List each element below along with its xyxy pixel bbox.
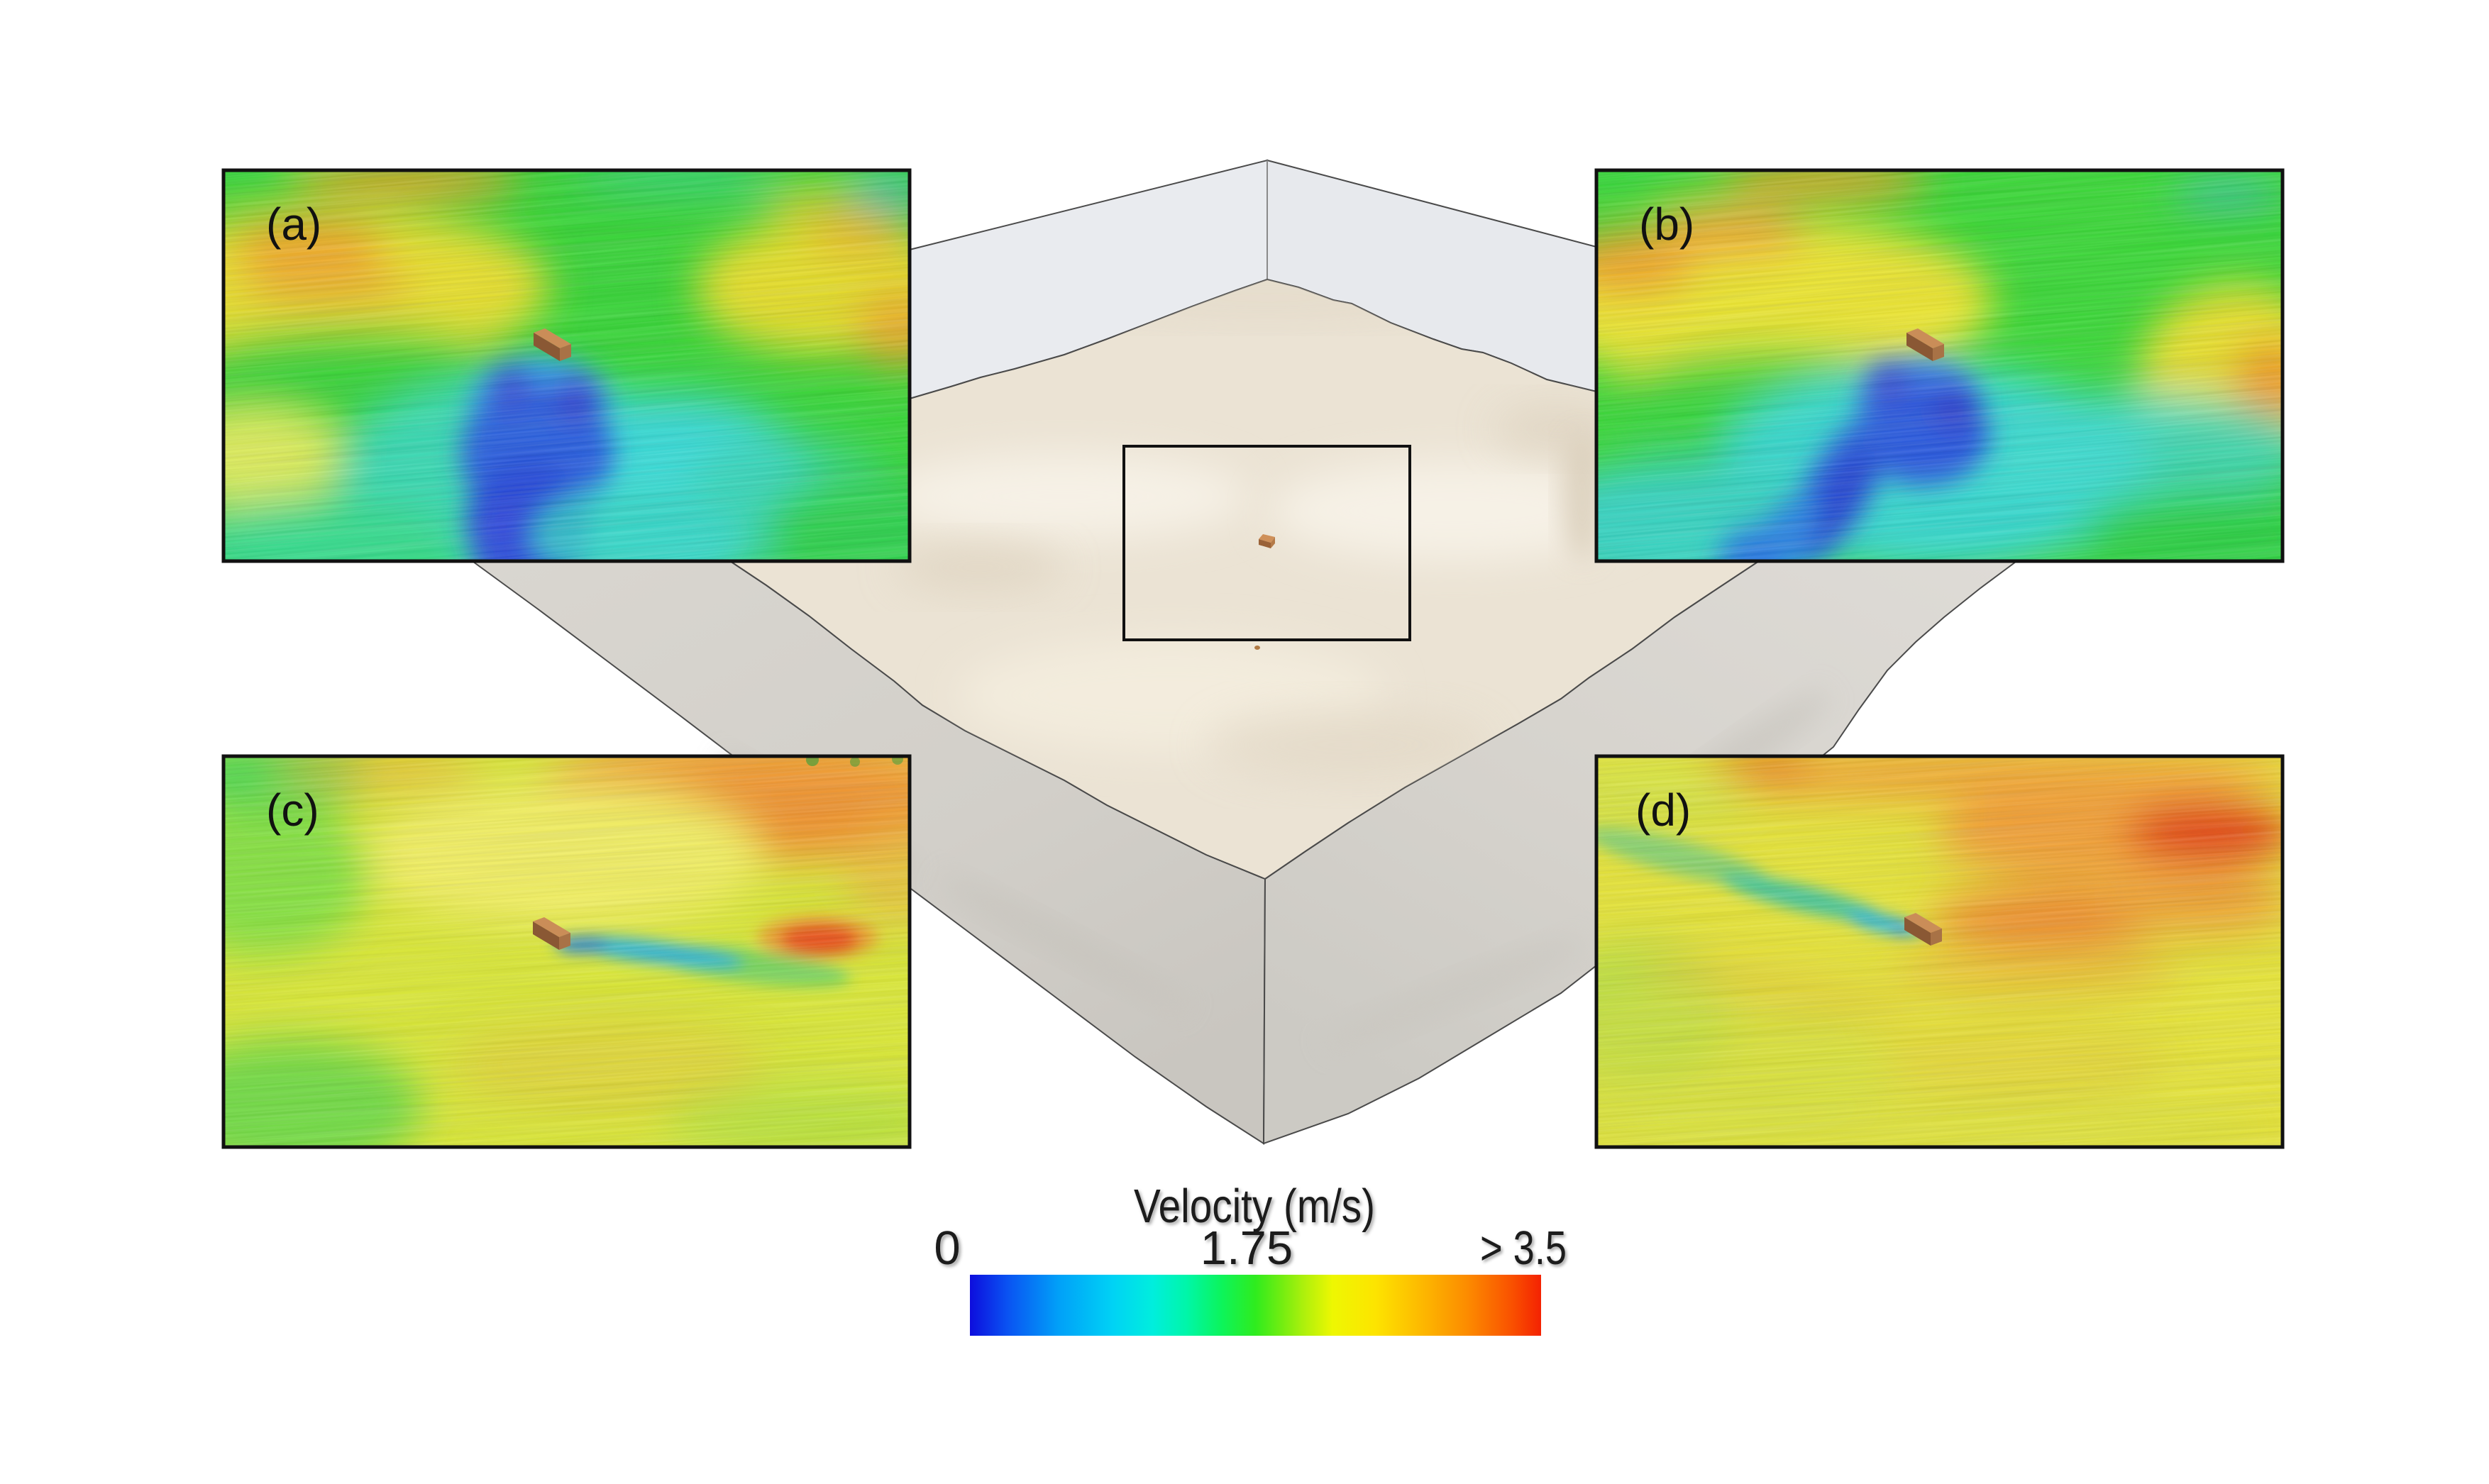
svg-text:(a): (a): [266, 199, 321, 250]
svg-text:(c): (c): [266, 785, 319, 836]
svg-text:(d): (d): [1635, 785, 1691, 836]
svg-text:(b): (b): [1639, 199, 1694, 250]
svg-text:Velocity (m/s): Velocity (m/s): [1134, 1180, 1375, 1233]
svg-text:0: 0: [934, 1222, 960, 1275]
svg-text:1.75: 1.75: [1201, 1222, 1293, 1275]
svg-text:> 3.5: > 3.5: [1480, 1222, 1567, 1275]
